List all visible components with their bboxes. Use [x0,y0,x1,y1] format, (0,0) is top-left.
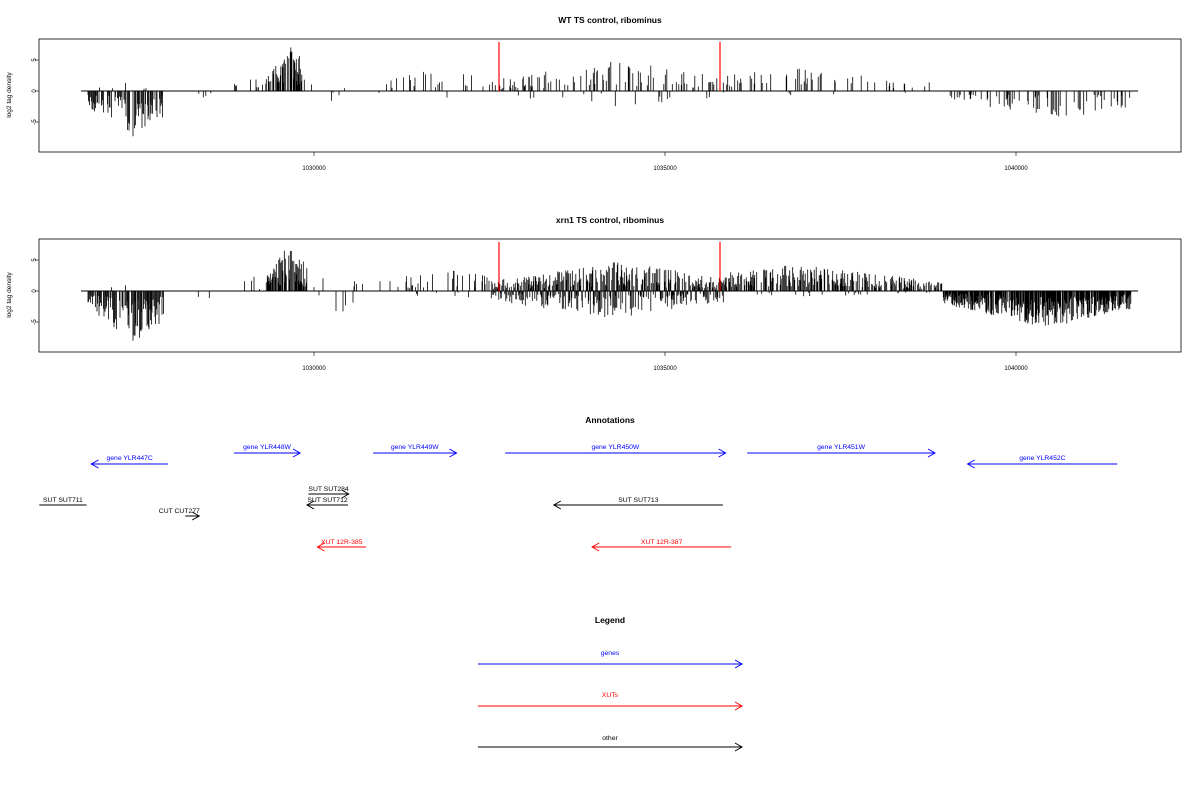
annotations-title: Annotations [585,415,635,425]
wt-track-ytick-5: 5 [32,58,38,62]
wt-track-ytick-minus5: -5 [32,119,38,125]
xrn1-track-ytick-5: 5 [32,258,38,262]
wt-track-plot-frame [38,38,1182,153]
annotation-label: XUT 12R-387 [641,539,683,546]
annotation-arrowhead [718,448,727,458]
annotation-label: SUT SUT711 [43,497,83,504]
annotation-label: XUT 12R-385 [321,539,363,546]
annotation-arrowhead [90,459,99,469]
annotation-features: gene YLR447C gene YLR448W gene YLR449W gene… [39,444,1118,552]
annotation-sut-sut713: SUT SUT713 [552,497,723,510]
wt-track-xtick-1040000: 1040000 [1004,166,1028,172]
annotation-label: gene YLR450W [591,444,639,451]
annotation-label: gene YLR447C [106,455,152,462]
legend-item-xuts: XUTs [478,692,744,711]
annotation-arrowhead [191,511,201,521]
annotation-sut-sut712: SUT SUT712 [305,497,349,510]
annotation-gene-ylr450w: gene YLR450W [505,444,727,458]
wt-track-ytick-0: 0 [32,89,38,93]
annotation-gene-ylr447c: gene YLR447C [90,455,168,469]
annotation-label: gene YLR448W [243,444,291,451]
annotation-sut-sut284: SUT SUT284 [308,486,350,499]
xrn1-track-ytick-minus5: -5 [32,319,38,325]
wt-track-xtick-1030000: 1030000 [302,166,326,172]
annotation-label: SUT SUT284 [308,486,349,493]
wt-track-title: WT TS control, ribominus [558,15,662,25]
legend-item-other: other [478,735,744,752]
xrn1-track-xtick-1030000: 1030000 [302,366,326,372]
xrn1-track-plot-frame [38,238,1182,353]
wt-track-panel: WT TS control, ribominus log2 tag densit… [6,15,1182,172]
legend-label-genes: genes [601,650,620,657]
xrn1-track-xtick-1040000: 1040000 [1004,366,1028,372]
annotation-arrowhead [292,448,302,458]
xrn1-track-ylabel: log2 tag density [6,271,13,317]
annotation-gene-ylr451w: gene YLR451W [747,444,936,458]
annotation-arrowhead [449,448,458,458]
annotation-arrowhead [305,500,315,510]
xrn1-track-panel: xrn1 TS control, ribominus log2 tag dens… [6,215,1182,372]
legend-panel: Legend genes XUTs other [478,615,744,752]
legend-arrowhead-other [734,742,744,752]
wt-track-ylabel: log2 tag density [6,71,13,117]
annotation-label: gene YLR451W [817,444,865,451]
wt-track-bars [87,47,1131,137]
annotation-arrowhead [927,448,936,458]
annotation-gene-ylr452c: gene YLR452C [966,455,1118,469]
annotation-label: gene YLR452C [1019,455,1065,462]
xrn1-track-bars [87,250,1132,341]
annotation-label: SUT SUT712 [307,497,348,504]
annotation-xut-12r-385: XUT 12R-385 [316,539,367,552]
legend-label-xuts: XUTs [602,692,619,699]
legend-arrowhead-xuts [734,701,744,711]
annotation-sut-sut711: SUT SUT711 [39,497,87,506]
legend-item-genes: genes [478,650,744,669]
xrn1-track-xtick-1035000: 1035000 [653,366,677,372]
annotation-arrowhead [316,542,325,552]
annotation-arrowhead [591,542,600,552]
annotation-label: SUT SUT713 [618,497,659,504]
legend-label-other: other [602,735,618,742]
wt-track-xtick-1035000: 1035000 [653,166,677,172]
annotation-label: CUT CUT277 [159,508,200,515]
annotation-cut-cut277: CUT CUT277 [159,508,201,521]
xrn1-track-ytick-0: 0 [32,289,38,293]
annotation-arrowhead [552,500,562,510]
annotation-xut-12r-387: XUT 12R-387 [591,539,732,552]
annotation-gene-ylr449w: gene YLR449W [373,444,458,458]
annotation-arrowhead [341,489,350,499]
annotation-label: gene YLR449W [391,444,439,451]
annotation-arrowhead [966,459,975,469]
annotation-gene-ylr448w: gene YLR448W [233,444,302,458]
legend-arrowhead-genes [734,659,744,669]
legend-title: Legend [595,615,625,625]
xrn1-track-title: xrn1 TS control, ribominus [556,215,664,225]
